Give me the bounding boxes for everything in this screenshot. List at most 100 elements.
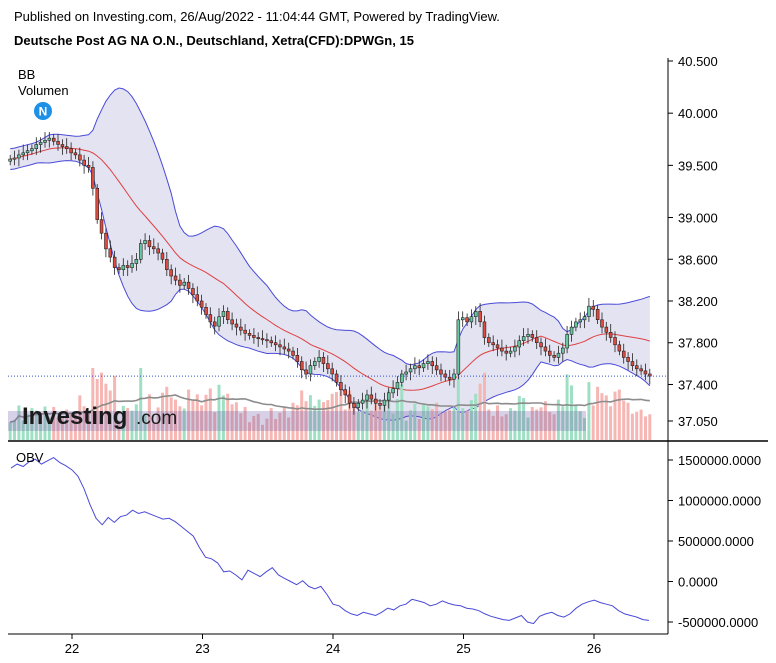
candle-body bbox=[256, 337, 260, 340]
volume-bar bbox=[509, 408, 513, 440]
volume-bar bbox=[322, 402, 325, 440]
candle bbox=[347, 386, 352, 409]
candle bbox=[217, 308, 221, 332]
news-badge-icon[interactable] bbox=[34, 102, 52, 120]
volume-bar bbox=[570, 385, 573, 440]
candle bbox=[91, 161, 95, 196]
legend-bb[interactable]: BB bbox=[18, 67, 35, 82]
candle bbox=[408, 363, 413, 381]
candle-body bbox=[421, 363, 426, 369]
volume-bar bbox=[430, 409, 434, 440]
candle bbox=[104, 228, 108, 258]
volume-bar bbox=[365, 395, 369, 440]
candle-body bbox=[247, 332, 252, 336]
volume-bar bbox=[156, 407, 160, 440]
candle-body bbox=[334, 373, 339, 383]
volume-bar bbox=[574, 404, 578, 440]
candle-body bbox=[395, 382, 400, 389]
candle-body bbox=[626, 356, 630, 362]
candle-body bbox=[447, 376, 452, 380]
candle-body bbox=[165, 258, 169, 270]
candle bbox=[621, 343, 626, 364]
candle bbox=[256, 332, 260, 347]
price-pane[interactable] bbox=[8, 87, 668, 440]
candle-body bbox=[561, 347, 565, 354]
watermark-band bbox=[8, 411, 586, 431]
volume-bar bbox=[217, 384, 221, 440]
candle bbox=[239, 318, 243, 336]
candle bbox=[186, 274, 191, 295]
candle-body bbox=[539, 342, 543, 348]
candle bbox=[82, 154, 86, 174]
volume-bar bbox=[265, 418, 269, 440]
candle-body bbox=[352, 402, 356, 408]
candle bbox=[299, 356, 304, 379]
price-axis[interactable]: 40.500 40.000 39.500 39.000 38.600 38.200 37.8… bbox=[668, 54, 718, 429]
volume-bar bbox=[543, 401, 547, 440]
candle-body bbox=[143, 240, 147, 244]
candle bbox=[352, 397, 356, 415]
candle bbox=[382, 392, 387, 412]
candle-body bbox=[382, 399, 387, 406]
candle-body bbox=[404, 371, 408, 375]
candle-body bbox=[574, 321, 578, 328]
candle bbox=[356, 399, 360, 412]
candle-body bbox=[648, 373, 652, 377]
volume-bar bbox=[143, 413, 147, 440]
candle bbox=[517, 335, 521, 356]
volume-bar bbox=[256, 413, 260, 440]
candle bbox=[478, 303, 482, 328]
volume-bar bbox=[452, 407, 456, 440]
candle bbox=[426, 354, 430, 370]
candle-body bbox=[99, 219, 104, 234]
candle-body bbox=[487, 337, 491, 343]
volume-bar bbox=[417, 419, 421, 440]
candle-body bbox=[160, 252, 165, 260]
volume-bar bbox=[17, 405, 21, 440]
candle bbox=[139, 239, 143, 264]
candle bbox=[204, 303, 208, 319]
obv-pane[interactable]: OBV bbox=[10, 450, 650, 625]
candle bbox=[473, 306, 478, 325]
candle-body bbox=[282, 346, 287, 350]
candle bbox=[69, 142, 73, 161]
time-axis[interactable]: 22 23 24 25 26 bbox=[65, 634, 601, 656]
volume-bar bbox=[530, 407, 534, 440]
candle bbox=[482, 315, 487, 345]
candle-body bbox=[617, 344, 622, 352]
obv-tick-label: 500000.0000 bbox=[678, 534, 754, 549]
candle-body bbox=[108, 248, 113, 258]
legend-volume[interactable]: Volumen bbox=[18, 83, 69, 98]
candle-body bbox=[491, 342, 495, 346]
candle bbox=[547, 344, 552, 363]
volume-bar bbox=[409, 410, 412, 440]
volume-bar bbox=[552, 414, 556, 440]
volume-bar bbox=[174, 399, 177, 440]
candle bbox=[487, 333, 491, 347]
candle-body bbox=[565, 334, 569, 349]
volume-bar bbox=[483, 372, 486, 440]
volume-bar bbox=[147, 394, 151, 440]
candle-body bbox=[30, 148, 34, 152]
candle bbox=[317, 350, 321, 368]
time-tick-label: 23 bbox=[195, 641, 209, 656]
volume-bar bbox=[395, 399, 399, 440]
candle bbox=[578, 312, 582, 329]
candle-body bbox=[465, 317, 469, 323]
candle-body bbox=[360, 399, 365, 404]
candle bbox=[339, 375, 343, 396]
volume-bar bbox=[435, 402, 439, 440]
volume-bar bbox=[330, 393, 334, 440]
candle-body bbox=[578, 319, 582, 323]
price-tick-label: 37.050 bbox=[678, 414, 718, 429]
candle bbox=[608, 324, 613, 343]
volume-bar bbox=[134, 404, 138, 440]
candle bbox=[421, 359, 426, 372]
candle-body bbox=[217, 316, 221, 327]
volume-bar bbox=[300, 390, 304, 440]
obv-axis[interactable]: 1500000.0000 1000000.0000 500000.0000 0.000… bbox=[668, 453, 761, 630]
volume-bar bbox=[422, 404, 425, 440]
legend: BB Volumen N bbox=[18, 67, 69, 120]
volume-bar bbox=[169, 397, 173, 440]
